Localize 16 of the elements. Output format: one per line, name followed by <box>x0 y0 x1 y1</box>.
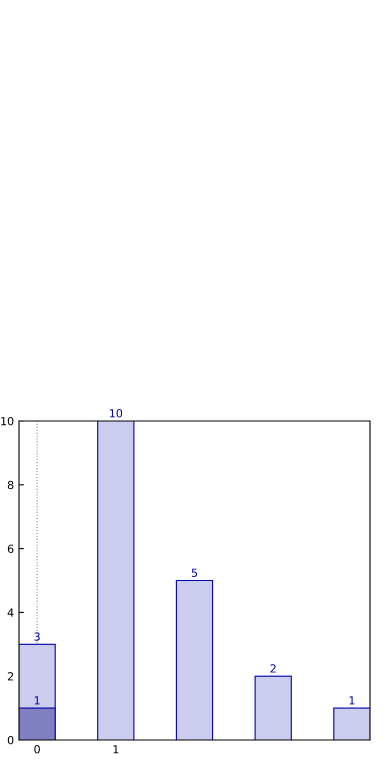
bar <box>97 421 134 740</box>
data-label: 10 <box>110 409 122 418</box>
bar <box>333 708 370 740</box>
data-label: 5 <box>192 568 198 577</box>
data-label: 1 <box>34 696 40 704</box>
data-label: 2 <box>270 664 276 672</box>
y-tick-label: 2 <box>8 672 14 680</box>
data-label: 3 <box>34 632 40 641</box>
bar <box>176 580 214 740</box>
y-tick-label: 4 <box>8 608 14 617</box>
y-tick-label: 10 <box>1 416 14 426</box>
y-tick-label: 6 <box>8 544 14 553</box>
y-tick-label: 8 <box>8 480 14 490</box>
y-tick-label: 0 <box>8 736 14 744</box>
data-label: 1 <box>350 696 354 704</box>
bar <box>254 676 292 740</box>
